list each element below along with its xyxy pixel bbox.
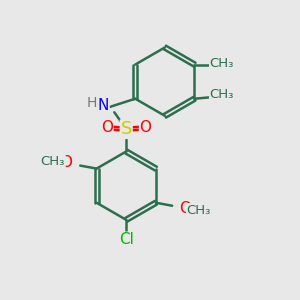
Text: CH₃: CH₃ [41,154,65,168]
Text: O: O [60,155,72,170]
Text: O: O [179,201,191,216]
Text: O: O [101,120,113,135]
Text: CH₃: CH₃ [210,88,234,101]
Text: H: H [86,96,97,110]
Text: O: O [140,120,152,135]
Text: Cl: Cl [119,232,134,247]
Text: CH₃: CH₃ [187,204,211,217]
Text: S: S [121,120,132,138]
Text: CH₃: CH₃ [210,57,234,70]
Text: N: N [98,98,109,113]
